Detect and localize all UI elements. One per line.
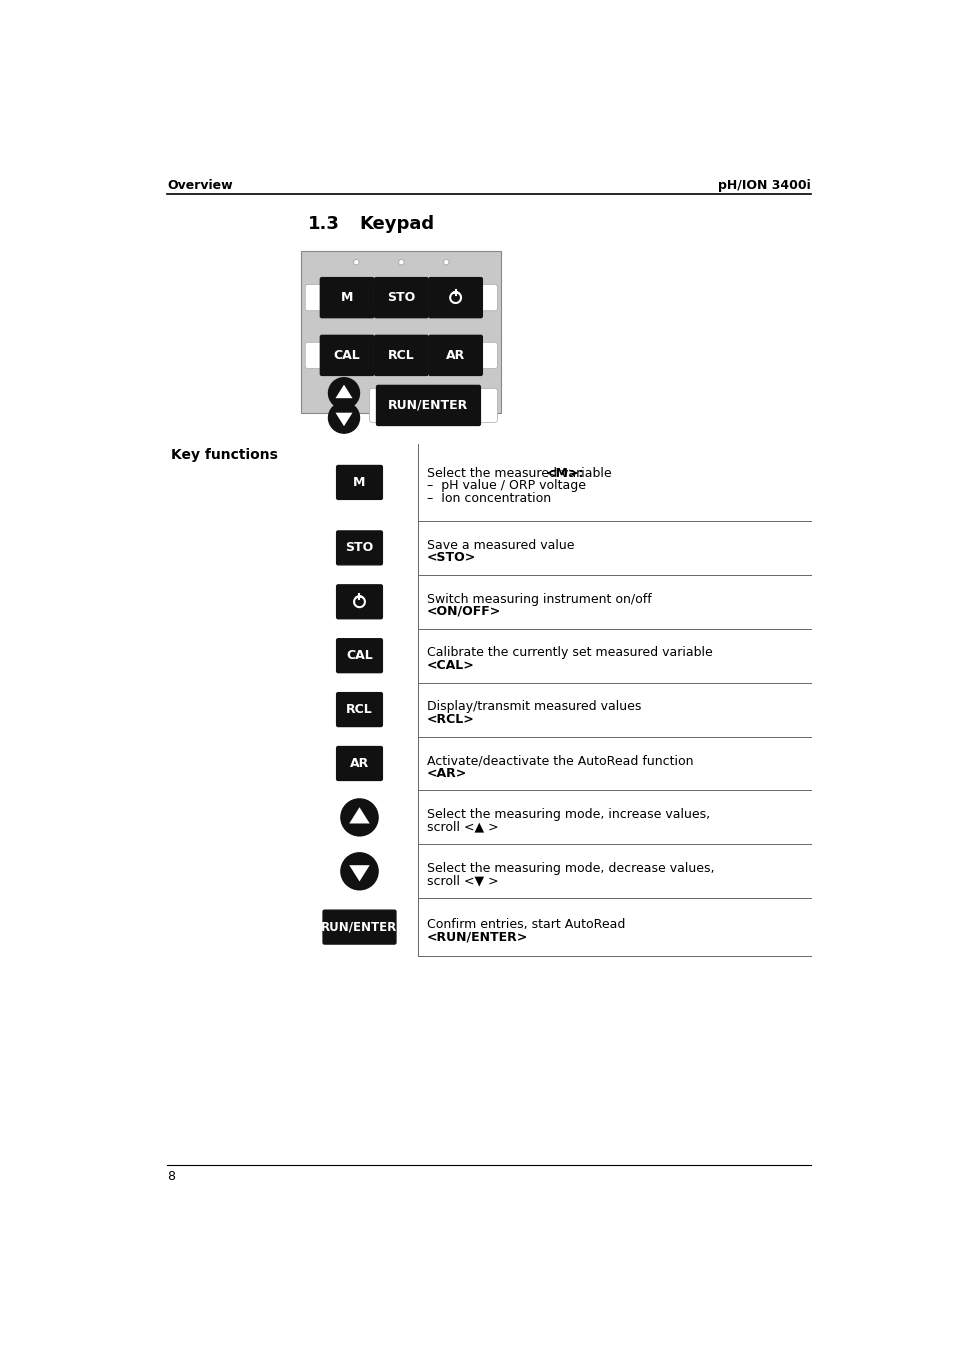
FancyBboxPatch shape bbox=[336, 693, 382, 727]
Text: M: M bbox=[353, 476, 365, 489]
Circle shape bbox=[398, 259, 404, 265]
Text: Keypad: Keypad bbox=[359, 216, 435, 234]
Polygon shape bbox=[335, 385, 353, 399]
FancyBboxPatch shape bbox=[320, 277, 374, 317]
Circle shape bbox=[443, 259, 449, 265]
FancyBboxPatch shape bbox=[375, 277, 428, 317]
Text: CAL: CAL bbox=[346, 650, 373, 662]
Text: Calibrate the currently set measured variable: Calibrate the currently set measured var… bbox=[427, 646, 712, 659]
Text: STO: STO bbox=[345, 542, 374, 554]
FancyBboxPatch shape bbox=[429, 335, 482, 376]
FancyBboxPatch shape bbox=[376, 385, 480, 426]
Text: Key functions: Key functions bbox=[171, 447, 277, 462]
Text: Activate/deactivate the AutoRead function: Activate/deactivate the AutoRead functio… bbox=[427, 754, 693, 767]
Text: scroll <▲ >: scroll <▲ > bbox=[427, 820, 498, 834]
Polygon shape bbox=[349, 808, 370, 824]
Text: Confirm entries, start AutoRead: Confirm entries, start AutoRead bbox=[427, 917, 624, 931]
Circle shape bbox=[328, 403, 359, 434]
Text: –  Ion concentration: – Ion concentration bbox=[427, 492, 551, 505]
Text: Select the measuring mode, decrease values,: Select the measuring mode, decrease valu… bbox=[427, 862, 714, 875]
Text: –  pH value / ORP voltage: – pH value / ORP voltage bbox=[427, 480, 585, 492]
Circle shape bbox=[340, 798, 377, 836]
FancyBboxPatch shape bbox=[305, 342, 497, 369]
FancyBboxPatch shape bbox=[429, 277, 482, 317]
Text: pH/ION 3400i: pH/ION 3400i bbox=[717, 180, 810, 192]
Polygon shape bbox=[335, 412, 353, 426]
Text: 8: 8 bbox=[167, 1170, 175, 1183]
Text: 1.3: 1.3 bbox=[308, 216, 340, 234]
Text: <RUN/ENTER>: <RUN/ENTER> bbox=[427, 931, 528, 943]
Text: AR: AR bbox=[350, 757, 369, 770]
Text: AR: AR bbox=[445, 349, 465, 362]
FancyBboxPatch shape bbox=[320, 335, 374, 376]
Text: STO: STO bbox=[387, 290, 416, 304]
Text: Select the measured variable: Select the measured variable bbox=[427, 467, 615, 480]
Text: M: M bbox=[340, 290, 353, 304]
Text: Select the measuring mode, increase values,: Select the measuring mode, increase valu… bbox=[427, 808, 709, 821]
Text: <STO>: <STO> bbox=[427, 551, 476, 563]
Text: <ON/OFF>: <ON/OFF> bbox=[427, 605, 500, 617]
Polygon shape bbox=[349, 865, 370, 881]
FancyBboxPatch shape bbox=[369, 389, 497, 423]
FancyBboxPatch shape bbox=[301, 251, 500, 413]
FancyBboxPatch shape bbox=[336, 585, 382, 619]
Text: RUN/ENTER: RUN/ENTER bbox=[321, 920, 397, 934]
Text: Save a measured value: Save a measured value bbox=[427, 539, 574, 551]
Text: RUN/ENTER: RUN/ENTER bbox=[388, 399, 468, 412]
Text: <CAL>: <CAL> bbox=[427, 659, 475, 671]
Text: CAL: CAL bbox=[334, 349, 360, 362]
Text: Display/transmit measured values: Display/transmit measured values bbox=[427, 700, 640, 713]
Text: <RCL>: <RCL> bbox=[427, 713, 475, 725]
FancyBboxPatch shape bbox=[305, 285, 497, 311]
FancyBboxPatch shape bbox=[336, 466, 382, 500]
FancyBboxPatch shape bbox=[323, 911, 395, 944]
Text: scroll <▼ >: scroll <▼ > bbox=[427, 874, 498, 888]
Text: Overview: Overview bbox=[167, 180, 233, 192]
FancyBboxPatch shape bbox=[336, 531, 382, 565]
Circle shape bbox=[328, 378, 359, 408]
Circle shape bbox=[354, 259, 358, 265]
Text: RCL: RCL bbox=[346, 703, 373, 716]
Text: Switch measuring instrument on/off: Switch measuring instrument on/off bbox=[427, 593, 651, 605]
Text: RCL: RCL bbox=[388, 349, 415, 362]
Text: <M>:: <M>: bbox=[545, 467, 584, 480]
Text: <AR>: <AR> bbox=[427, 766, 467, 780]
Circle shape bbox=[340, 852, 377, 890]
FancyBboxPatch shape bbox=[375, 335, 428, 376]
FancyBboxPatch shape bbox=[336, 747, 382, 781]
FancyBboxPatch shape bbox=[336, 639, 382, 673]
